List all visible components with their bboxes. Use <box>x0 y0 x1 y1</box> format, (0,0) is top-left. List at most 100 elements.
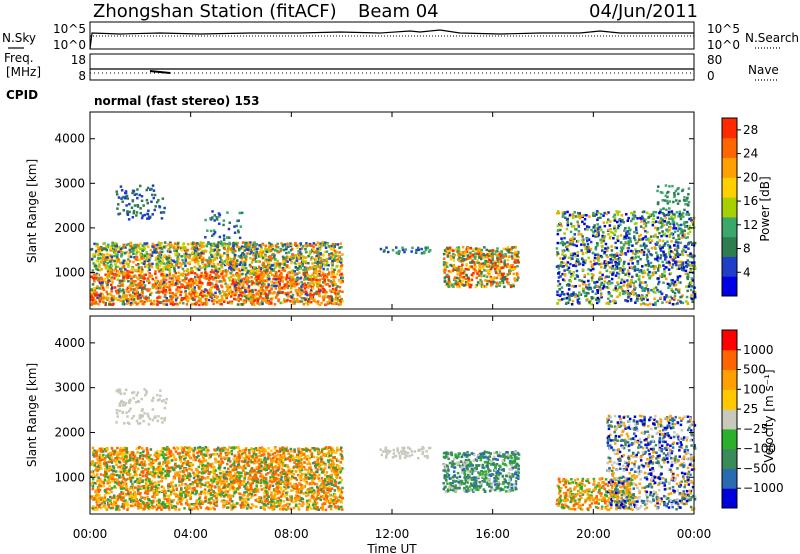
scatter-cell <box>259 294 262 297</box>
scatter-cell <box>218 222 221 225</box>
scatter-cell <box>606 249 609 252</box>
scatter-cell <box>255 275 258 278</box>
scatter-cell <box>200 271 203 275</box>
scatter-cell <box>206 261 210 264</box>
scatter-cell <box>457 258 460 261</box>
freq-strip-panel: Freq. [MHz] 18 8 80 0 Nave <box>4 51 779 83</box>
scatter-cell <box>146 259 149 263</box>
scatter-cell <box>295 272 299 276</box>
scatter-cell <box>139 211 142 215</box>
scatter-cell <box>446 273 449 277</box>
scatter-cell <box>139 253 142 256</box>
scatter-cell <box>109 248 112 252</box>
scatter-cell <box>649 261 653 265</box>
scatter-cell <box>176 247 180 250</box>
scatter-cell <box>652 271 656 275</box>
scatter-cell <box>691 300 694 303</box>
scatter-cell <box>110 258 113 261</box>
scatter-cell <box>223 274 227 278</box>
scatter-cell <box>333 302 336 305</box>
scatter-cell <box>468 266 471 270</box>
scatter-cell <box>296 293 300 297</box>
scatter-cell <box>667 244 670 247</box>
scatter-cell <box>340 267 343 271</box>
scatter-cell <box>603 280 606 283</box>
scatter-cell <box>595 210 599 213</box>
scatter-cell <box>221 272 224 275</box>
scatter-cell <box>230 300 234 304</box>
scatter-cell <box>125 302 129 305</box>
scatter-cell <box>461 268 464 271</box>
scatter-cell <box>319 259 322 263</box>
scatter-cell <box>91 269 95 272</box>
scatter-cell <box>609 271 612 274</box>
scatter-cell <box>209 281 212 285</box>
scatter-cell <box>121 195 125 199</box>
scatter-cell <box>610 277 614 281</box>
scatter-cell <box>573 211 576 214</box>
scatter-cell <box>213 258 217 261</box>
scatter-cell <box>556 212 559 215</box>
scatter-cell <box>639 250 642 254</box>
scatter-cell <box>145 188 148 192</box>
scatter-cell <box>239 256 242 259</box>
scatter-cell <box>125 194 129 198</box>
scatter-cell <box>285 246 288 249</box>
scatter-cell <box>302 290 306 293</box>
scatter-cell <box>222 234 226 237</box>
scatter-cell <box>233 256 236 259</box>
scatter-cell <box>145 297 148 300</box>
scatter-cell <box>169 295 172 298</box>
scatter-cell <box>113 259 116 263</box>
scatter-cell <box>567 249 570 253</box>
scatter-cell <box>610 255 614 259</box>
scatter-cell <box>509 285 513 289</box>
scatter-cell <box>605 302 608 305</box>
scatter-cell <box>469 254 473 258</box>
scatter-cell <box>254 244 257 247</box>
scatter-cell <box>136 204 139 207</box>
scatter-cell <box>686 277 690 281</box>
scatter-cell <box>577 263 581 266</box>
scatter-cell <box>690 293 693 297</box>
scatter-cell <box>645 238 648 241</box>
scatter-cell <box>193 242 196 245</box>
scatter-cell <box>168 280 171 284</box>
scatter-cell <box>271 247 274 251</box>
scatter-cell <box>571 294 574 297</box>
scatter-cell <box>159 211 163 214</box>
scatter-cell <box>221 276 224 279</box>
scatter-cell <box>511 268 514 271</box>
scatter-cell <box>628 266 632 269</box>
scatter-cell <box>609 258 612 261</box>
scatter-cell <box>396 251 399 255</box>
scatter-cell <box>682 249 685 252</box>
scatter-cell <box>622 237 626 240</box>
scatter-cell <box>126 269 129 273</box>
scatter-cell <box>333 275 337 279</box>
scatter-cell <box>646 248 650 252</box>
scatter-cell <box>570 237 573 241</box>
scatter-cell <box>225 289 229 293</box>
scatter-cell <box>191 297 194 300</box>
scatter-cell <box>202 241 205 245</box>
scatter-cell <box>598 278 601 281</box>
scatter-cell <box>673 194 676 197</box>
scatter-cell <box>241 263 245 267</box>
scatter-cell <box>640 215 644 218</box>
scatter-cell <box>429 249 432 252</box>
scatter-cell <box>580 257 584 260</box>
scatter-cell <box>334 255 337 258</box>
scatter-cell <box>99 292 103 296</box>
scatter-cell <box>233 265 236 269</box>
scatter-cell <box>285 278 288 281</box>
scatter-cell <box>287 245 290 248</box>
scatter-cell <box>618 269 622 272</box>
scatter-cell <box>244 273 248 276</box>
scatter-cell <box>262 262 265 266</box>
scatter-cell <box>455 276 459 280</box>
scatter-cell <box>150 291 153 295</box>
scatter-cell <box>594 226 598 230</box>
scatter-cell <box>312 282 315 285</box>
scatter-cell <box>96 256 100 260</box>
